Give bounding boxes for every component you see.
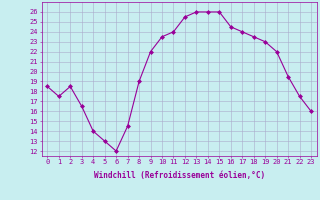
X-axis label: Windchill (Refroidissement éolien,°C): Windchill (Refroidissement éolien,°C) xyxy=(94,171,265,180)
